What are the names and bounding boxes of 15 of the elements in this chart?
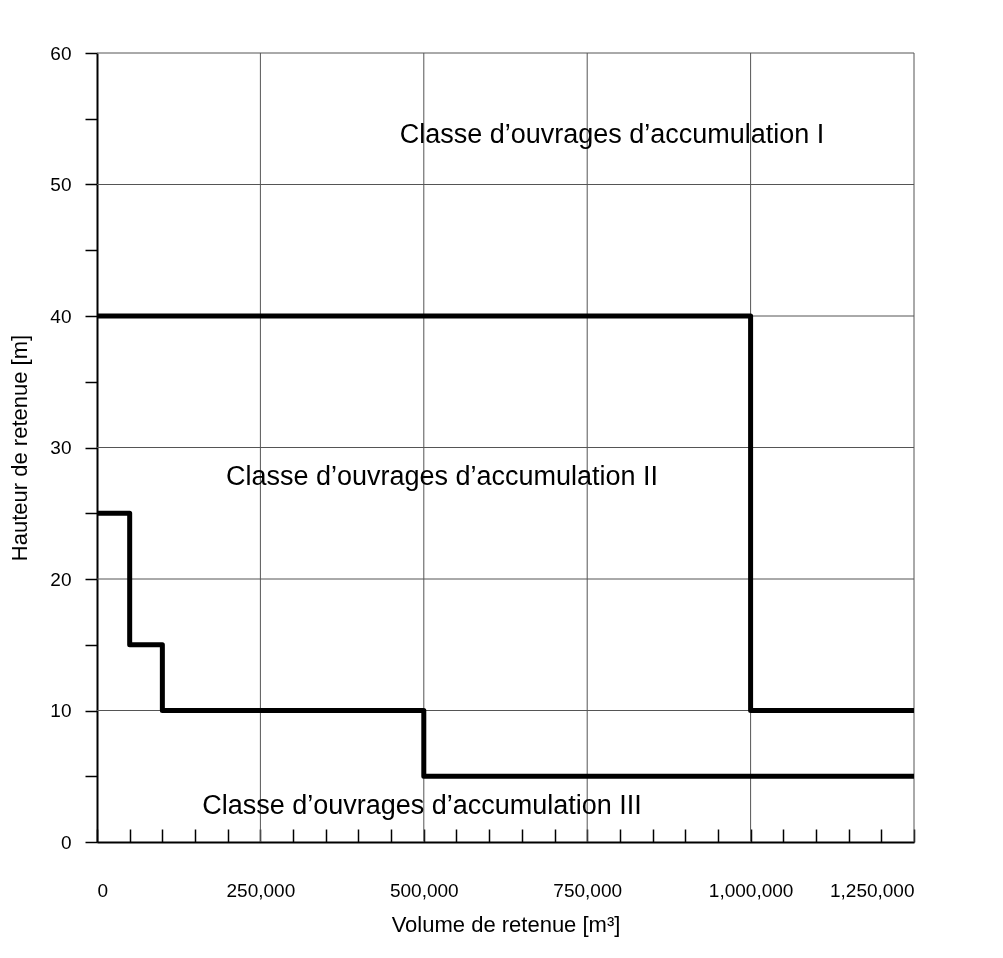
y-tick-label: 10 bbox=[50, 700, 72, 721]
y-tick-label: 50 bbox=[50, 174, 72, 195]
x-axis-title: Volume de retenue [m³] bbox=[391, 911, 621, 937]
x-tick-label: 1,250,000 bbox=[829, 879, 915, 901]
y-axis-title: Hauteur de retenue [m] bbox=[7, 334, 33, 562]
x-tick-label: 500,000 bbox=[389, 879, 459, 901]
x-tick-label: 0 bbox=[97, 879, 109, 901]
y-tick-label: 20 bbox=[50, 568, 72, 590]
x-tick-label: 250,000 bbox=[226, 879, 296, 901]
y-tick-label: 40 bbox=[50, 305, 72, 327]
x-tick-label: 750,000 bbox=[553, 879, 623, 901]
x-tick-label: 1,000,000 bbox=[708, 879, 794, 901]
y-tick-label: 60 bbox=[50, 42, 72, 64]
y-tick-label: 30 bbox=[50, 437, 72, 458]
y-tick-label: 0 bbox=[60, 831, 72, 853]
